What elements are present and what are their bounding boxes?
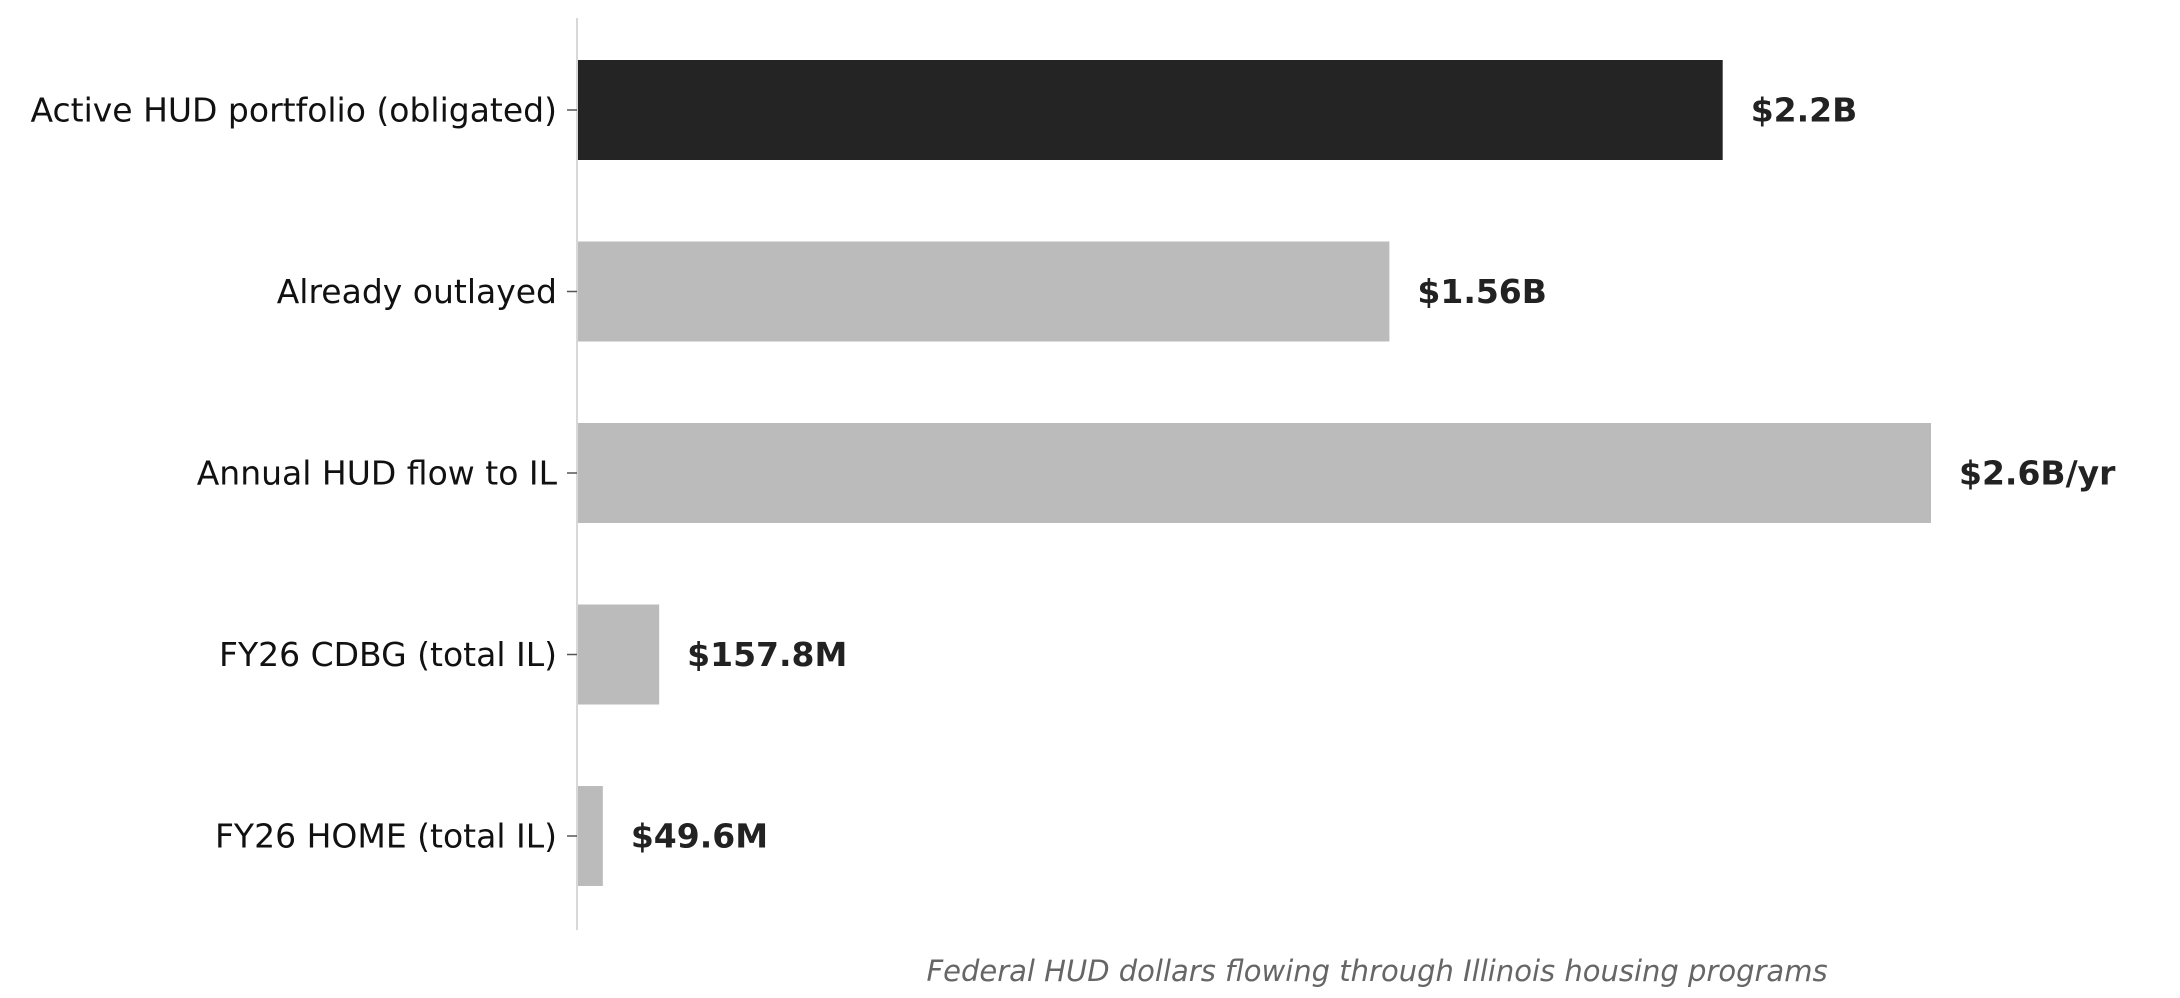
bar-already-outlayed [578, 241, 1390, 342]
ticks-layer [567, 109, 577, 837]
value-label-annual-hud-flow-to-il: $2.6B/yr [1959, 454, 2116, 493]
value-labels: $2.2B $1.56B $2.6B/yr $157.8M $49.6M [631, 91, 2116, 856]
category-label-fy26-home-total-il: FY26 HOME (total IL) [215, 817, 557, 856]
category-label-already-outlayed: Already outlayed [277, 272, 557, 311]
value-label-fy26-cdbg-total-il: $157.8M [687, 635, 847, 674]
value-label-fy26-home-total-il: $49.6M [631, 817, 768, 856]
bar-fy26-home-total-il [578, 786, 603, 886]
category-label-annual-hud-flow-to-il: Annual HUD flow to IL [197, 454, 558, 493]
bars-layer [578, 60, 1931, 886]
value-label-already-outlayed: $1.56B [1417, 272, 1547, 311]
bar-active-hud-portfolio-obligated [578, 60, 1723, 160]
bar-fy26-cdbg-total-il [578, 604, 660, 705]
category-labels: Active HUD portfolio (obligated) Already … [31, 91, 558, 856]
chart-caption: Federal HUD dollars flowing through Illi… [926, 954, 1827, 988]
category-label-active-hud-portfolio-obligated: Active HUD portfolio (obligated) [31, 91, 558, 130]
value-label-active-hud-portfolio-obligated: $2.2B [1751, 91, 1858, 130]
bar-annual-hud-flow-to-il [578, 423, 1931, 523]
category-label-fy26-cdbg-total-il: FY26 CDBG (total IL) [219, 635, 557, 674]
